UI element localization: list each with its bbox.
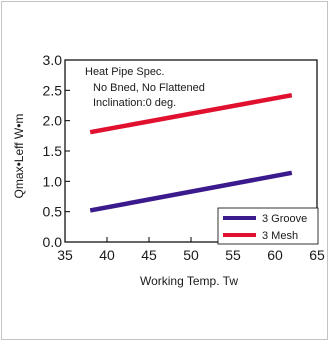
x-tick-label: 60 [267, 247, 283, 263]
x-tick-label: 55 [225, 247, 241, 263]
x-tick-label: 35 [57, 247, 73, 263]
y-tick-label: 0.5 [43, 204, 63, 220]
line-chart: 0.0 0.5 1.0 1.5 2.0 2.5 3.0 35 40 45 50 55 60 65 Hea… [12, 52, 325, 288]
series-line-3-groove [89, 170, 293, 213]
x-axis-ticks: 35 40 45 50 55 60 65 [57, 237, 325, 263]
chart-frame: 0.0 0.5 1.0 1.5 2.0 2.5 3.0 35 40 45 50 55 60 65 Hea… [1, 1, 328, 340]
annotation-line-2: No Bned, No Flattened [93, 82, 205, 94]
y-tick-label: 1.5 [43, 143, 63, 159]
series-line-3-mesh [89, 92, 293, 135]
y-tick-label: 2.0 [43, 113, 63, 129]
annotation-line-1: Heat Pipe Spec. [85, 66, 165, 78]
y-axis-label: Qmax•Leff W•m [12, 114, 26, 199]
x-tick-label: 45 [141, 247, 157, 263]
series-layer [89, 92, 293, 213]
legend: 3 Groove 3 Mesh [217, 207, 319, 245]
x-tick-label: 65 [309, 247, 325, 263]
legend-box [217, 207, 319, 245]
y-tick-label: 2.5 [43, 82, 63, 98]
y-tick-label: 3.0 [43, 52, 63, 68]
x-axis-label: Working Temp. Tw [140, 274, 238, 288]
x-tick-label: 50 [183, 247, 199, 263]
spec-annotation: Heat Pipe Spec. No Bned, No Flattened In… [85, 66, 205, 109]
y-tick-label: 1.0 [43, 173, 63, 189]
legend-label-3-mesh: 3 Mesh [262, 230, 298, 242]
x-tick-label: 40 [99, 247, 115, 263]
annotation-line-3: Inclination:0 deg. [93, 97, 176, 109]
legend-label-3-groove: 3 Groove [262, 213, 307, 225]
y-tick-label: 0.0 [43, 234, 63, 250]
y-axis-ticks: 0.0 0.5 1.0 1.5 2.0 2.5 3.0 [43, 52, 70, 250]
